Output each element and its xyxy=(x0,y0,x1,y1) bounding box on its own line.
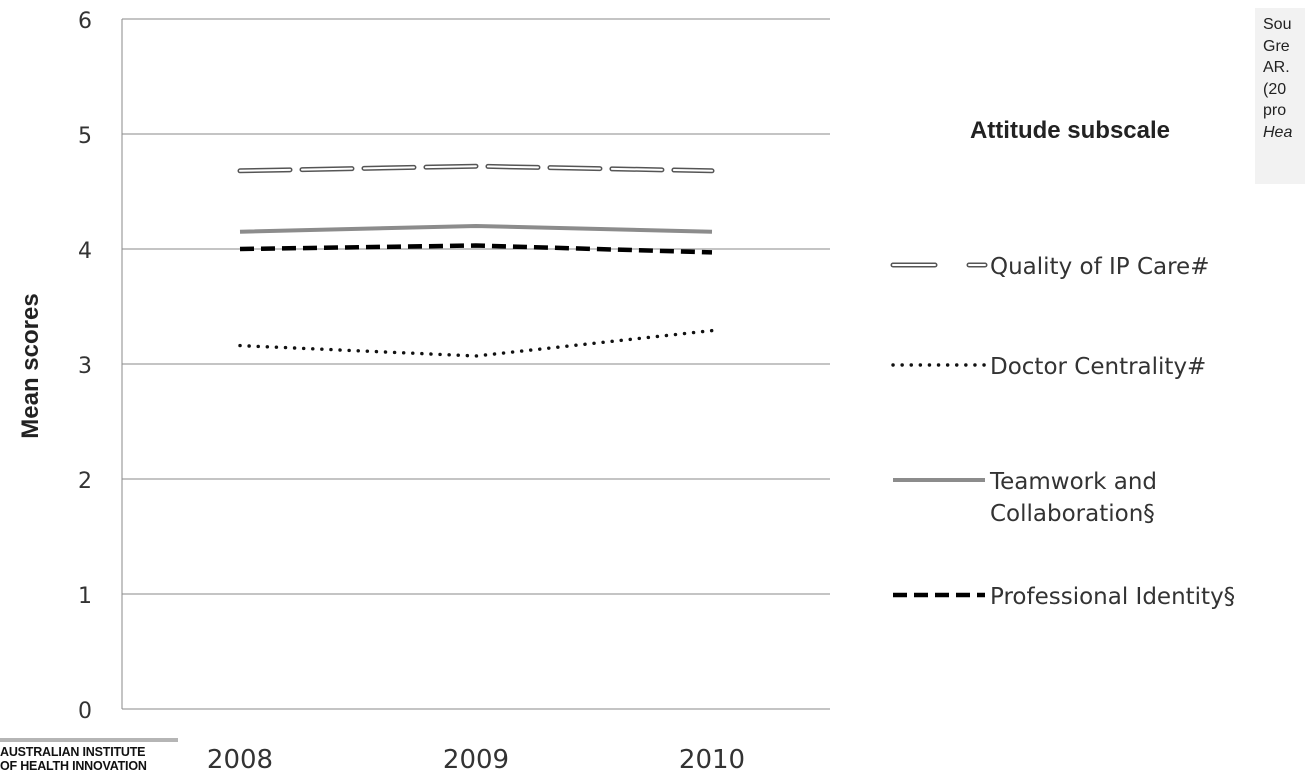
source-note-line: Sou xyxy=(1263,16,1292,33)
y-axis-label: Mean scores xyxy=(17,293,44,438)
y-tick-label: 2 xyxy=(78,469,92,494)
logo-bar xyxy=(0,738,178,742)
legend-label: Professional Identity§ xyxy=(990,584,1235,610)
legend-label: Collaboration§ xyxy=(990,501,1155,527)
legend-title: Attitude subscale xyxy=(970,117,1170,144)
source-note: Sou Gre AR. (20 pro Hea xyxy=(1255,8,1305,184)
source-note-line: Gre xyxy=(1263,37,1290,55)
y-tick-label: 3 xyxy=(78,354,92,379)
legend: Quality of IP Care# Doctor Centrality# Tea… xyxy=(890,254,1235,610)
x-tick-label: 2009 xyxy=(443,745,509,775)
y-tick-label: 6 xyxy=(78,9,92,34)
y-tick-label: 4 xyxy=(78,239,92,264)
series-line-path-inner xyxy=(239,165,713,172)
legend-item: Doctor Centrality# xyxy=(891,354,1206,380)
gridlines xyxy=(122,18,830,595)
x-tick-label: 2010 xyxy=(679,745,745,775)
series-lines xyxy=(237,163,715,358)
y-tick-label: 5 xyxy=(78,124,92,149)
series-line xyxy=(239,243,713,255)
logo-text: AUSTRALIAN INSTITUTE OF HEALTH INNOVATIO… xyxy=(0,745,147,773)
legend-item: Quality of IP Care# xyxy=(890,254,1209,280)
series-line xyxy=(238,328,714,358)
axes: 0 1 2 3 4 5 6 2008 2009 2010 xyxy=(78,9,830,775)
series-line xyxy=(237,163,715,174)
source-note-line: Hea xyxy=(1263,123,1293,141)
legend-label: Doctor Centrality# xyxy=(990,354,1206,380)
source-note-line: AR. xyxy=(1263,59,1290,76)
source-note-line: (20 xyxy=(1263,80,1287,98)
source-note-line: pro xyxy=(1263,102,1287,119)
y-tick-label: 0 xyxy=(78,699,92,724)
legend-label: Teamwork and xyxy=(989,469,1157,495)
institute-logo: AUSTRALIAN INSTITUTE OF HEALTH INNOVATIO… xyxy=(0,738,180,776)
x-tick-label: 2008 xyxy=(207,745,273,775)
legend-label: Quality of IP Care# xyxy=(990,254,1209,280)
legend-item: Teamwork and Collaboration§ xyxy=(893,469,1157,527)
y-tick-label: 1 xyxy=(78,584,92,609)
series-line-path xyxy=(239,243,713,255)
series-line xyxy=(239,223,713,234)
logo-line-1: AUSTRALIAN INSTITUTE xyxy=(0,745,146,759)
series-line-path xyxy=(239,223,713,234)
series-line-path xyxy=(238,328,714,358)
legend-item: Professional Identity§ xyxy=(893,584,1235,610)
logo-line-2: OF HEALTH INNOVATION xyxy=(0,759,147,773)
